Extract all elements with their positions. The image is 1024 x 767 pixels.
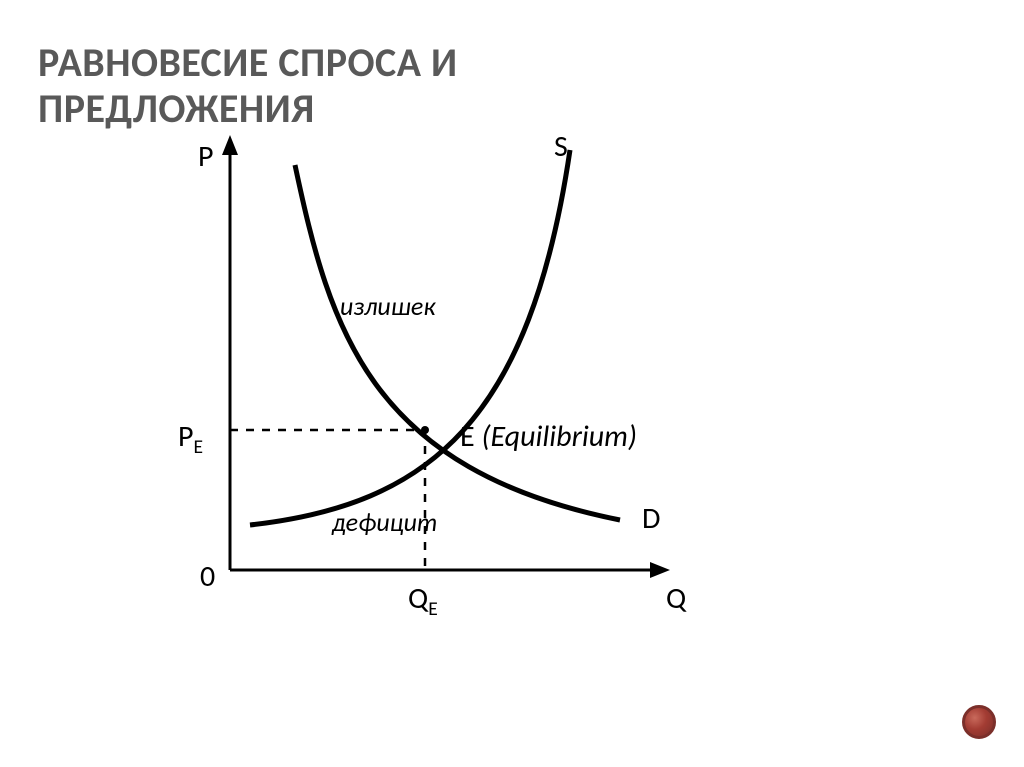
label-deficit: дефицит: [332, 506, 438, 538]
label-surplus: излишек: [340, 290, 435, 322]
label-e-letter: E: [460, 418, 475, 455]
label-p-axis: P: [198, 138, 214, 175]
label-e-extra: (Equilibrium): [481, 418, 637, 455]
corner-badge-icon: [962, 705, 996, 739]
label-pe-main: P: [178, 418, 194, 455]
x-axis-arrow: [650, 562, 670, 578]
label-pe: PE: [178, 418, 203, 459]
label-s-curve: S: [554, 128, 568, 165]
label-q-axis: Q: [666, 580, 686, 617]
label-d-curve: D: [642, 500, 660, 537]
label-equilibrium: E (Equilibrium): [460, 418, 637, 455]
label-qe-main: Q: [408, 580, 428, 617]
label-qe-sub: E: [428, 597, 438, 621]
label-pe-sub: E: [194, 435, 204, 459]
label-qe: QE: [408, 580, 438, 621]
equilibrium-diagram: [0, 0, 1024, 767]
label-origin-zero: 0: [200, 558, 215, 595]
supply-curve: [250, 150, 570, 525]
equilibrium-point: [421, 426, 429, 434]
y-axis-arrow: [222, 135, 238, 155]
demand-curve: [295, 165, 620, 520]
